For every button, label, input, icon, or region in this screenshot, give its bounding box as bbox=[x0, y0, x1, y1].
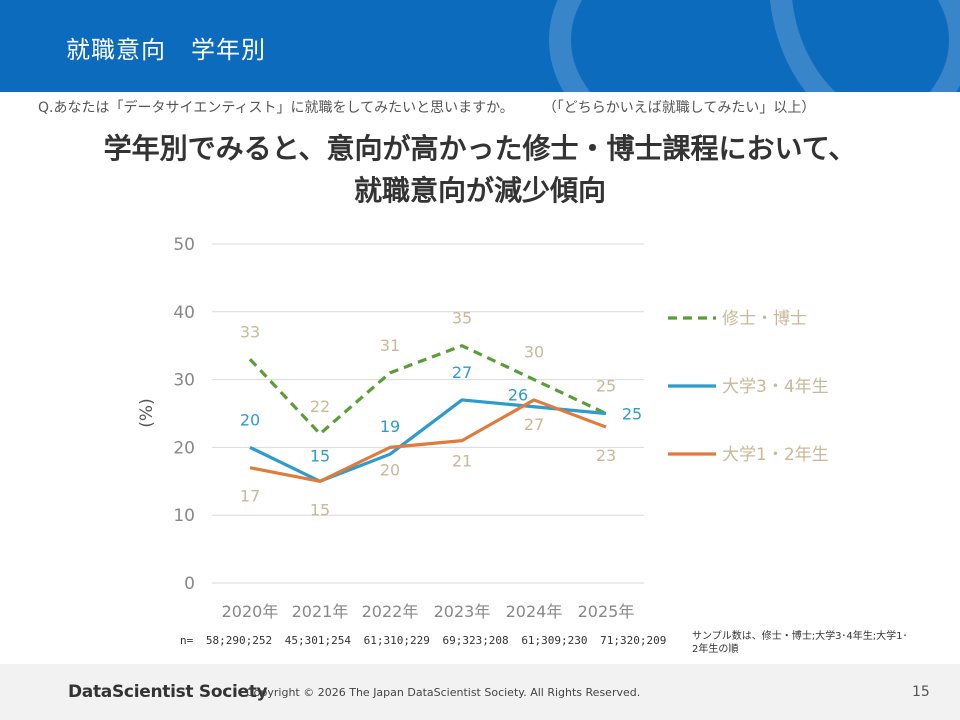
n-label: n= bbox=[180, 634, 194, 647]
series-line-1 bbox=[249, 398, 607, 483]
data-label-s2-5: 23 bbox=[596, 446, 616, 465]
n-value-2025: 71;320;209 bbox=[600, 634, 667, 647]
x-tick-label-4: 2024年 bbox=[506, 602, 563, 621]
n-value-2023: 69;323;208 bbox=[442, 634, 509, 647]
footer: DataScientist Society Copyright © 2026 T… bbox=[0, 664, 960, 720]
data-label-s2-0: 17 bbox=[240, 487, 260, 506]
data-label-s2-1: 15 bbox=[310, 500, 330, 519]
data-label-s0-5: 25 bbox=[596, 377, 616, 396]
y-tick-label-50: 50 bbox=[173, 235, 195, 255]
data-label-s0-1: 22 bbox=[310, 397, 330, 416]
data-label-s2-3: 21 bbox=[452, 452, 472, 471]
footer-logo: DataScientist Society bbox=[68, 682, 268, 702]
n-value-2020: 58;290;252 bbox=[205, 634, 273, 647]
data-label-s1-3: 27 bbox=[452, 363, 472, 382]
data-label-s2-4: 27 bbox=[524, 415, 544, 434]
data-label-s0-0: 33 bbox=[240, 322, 260, 341]
legend-label-0: 修士・博士 bbox=[722, 309, 807, 329]
x-tick-label-2: 2022年 bbox=[362, 602, 419, 621]
data-label-s1-0: 20 bbox=[240, 410, 260, 429]
y-tick-label-10: 10 bbox=[173, 506, 195, 526]
data-label-s0-2: 31 bbox=[380, 336, 400, 355]
line-chart: 0 10 20 30 40 50 (%) 2020年 2021年 2022年 2023年 2024年 2… bbox=[137, 235, 829, 621]
headline: 学年別でみると、意向が高かった修士・博士課程において、 就職意向が減少傾向 bbox=[0, 128, 960, 212]
data-label-s0-4: 30 bbox=[524, 343, 544, 362]
footer-copyright: Copyright © 2026 The Japan DataScientist… bbox=[246, 686, 641, 699]
legend-label-2: 大学1・2年生 bbox=[722, 445, 829, 465]
n-value-2024: 61;309;230 bbox=[521, 634, 588, 647]
series-line-0 bbox=[248, 344, 607, 436]
sample-size-row: n= 58;290;252 45;301;254 61;310;229 69;3… bbox=[180, 634, 672, 647]
legend-label-1: 大学3・4年生 bbox=[722, 377, 829, 397]
y-tick-label-0: 0 bbox=[184, 574, 195, 594]
data-label-s0-3: 35 bbox=[452, 309, 472, 328]
data-label-s1-1: 15 bbox=[310, 446, 330, 465]
headline-line2: 就職意向が減少傾向 bbox=[353, 174, 606, 207]
data-label-s1-2: 19 bbox=[380, 417, 400, 436]
x-tick-label-3: 2023年 bbox=[434, 602, 491, 621]
x-tick-label-1: 2021年 bbox=[292, 602, 349, 621]
sample-note: サンプル数は、修士・博士;大学3･4年生;大学1･2年生の順 bbox=[692, 631, 908, 655]
question-note: （「どちらかいえば就職してみたい」以上） bbox=[549, 100, 816, 116]
y-tick-label-30: 30 bbox=[173, 371, 195, 391]
header-decoration bbox=[549, 0, 960, 92]
header-title: 就職意向 学年別 bbox=[66, 36, 266, 64]
survey-question: Q.あなたは「データサイエンティスト」に就職をしてみたいと思いますか。 （「どちら… bbox=[38, 97, 815, 117]
data-label-s1-5: 25 bbox=[622, 405, 642, 424]
page-number: 15 bbox=[912, 684, 930, 700]
y-tick-label-40: 40 bbox=[173, 303, 195, 323]
x-tick-label-5: 2025年 bbox=[578, 602, 635, 621]
data-label-s2-2: 20 bbox=[380, 460, 400, 479]
question-text: Q.あなたは「データサイエンティスト」に就職をしてみたいと思いますか。 bbox=[38, 100, 514, 116]
y-axis-label: (%) bbox=[137, 398, 157, 427]
header-bar: 就職意向 学年別 bbox=[0, 0, 960, 92]
n-value-2021: 45;301;254 bbox=[284, 634, 351, 647]
data-label-s1-4: 26 bbox=[508, 386, 528, 405]
series-line-2 bbox=[249, 398, 607, 483]
n-value-2022: 61;310;229 bbox=[363, 634, 430, 647]
headline-line1: 学年別でみると、意向が高かった修士・博士課程において、 bbox=[103, 132, 857, 165]
y-tick-label-20: 20 bbox=[173, 438, 195, 458]
x-tick-label-0: 2020年 bbox=[222, 602, 279, 621]
